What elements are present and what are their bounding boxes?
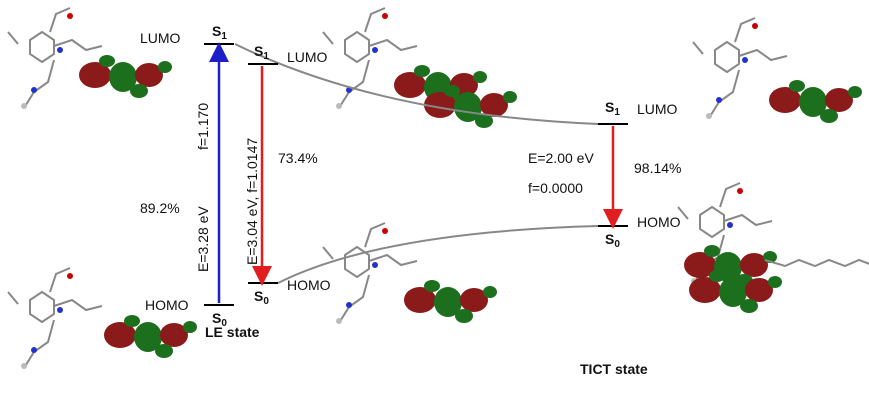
state-sub: 0 (221, 318, 227, 329)
transition-label: E=3.04 eV, f=1.0147 (244, 138, 260, 265)
state-sub: 0 (263, 296, 269, 307)
state-sub: 1 (263, 51, 269, 62)
orbital-label: HOMO (287, 277, 331, 293)
state-base: S (212, 310, 221, 326)
state-label: S1 (254, 43, 269, 62)
orbital-label: LUMO (637, 101, 678, 117)
state-base: S (212, 23, 221, 39)
state-label: S0 (254, 288, 269, 307)
transition-label: f=1.170 (195, 103, 211, 150)
orbital-label: HOMO (145, 297, 189, 313)
state-sub: 1 (614, 107, 620, 118)
contribution-label: 73.4% (278, 150, 318, 166)
orbital-image (7, 7, 869, 370)
state-sub: 1 (221, 31, 227, 42)
contribution-label: 98.14% (634, 160, 681, 176)
state-base: S (605, 231, 614, 247)
state-caption: LE state (205, 324, 260, 340)
state-base: S (605, 99, 614, 115)
state-base: S (254, 288, 263, 304)
state-caption: TICT state (580, 361, 648, 377)
state-label: S0 (605, 231, 620, 250)
orbital-label: LUMO (140, 30, 181, 46)
contribution-label: 89.2% (140, 200, 180, 216)
transition-label: E=3.28 eV (195, 206, 211, 272)
connector (277, 225, 599, 284)
state-label: S1 (212, 23, 227, 42)
orbital-label: HOMO (637, 214, 681, 230)
transition-label: E=2.00 eV (528, 150, 594, 166)
state-label: S0 (212, 310, 227, 329)
connector (234, 43, 599, 125)
state-label: S1 (605, 99, 620, 118)
orbital-label: LUMO (287, 49, 328, 65)
transition-label: f=0.0000 (528, 180, 583, 196)
state-base: S (254, 43, 263, 59)
state-sub: 0 (614, 239, 620, 250)
